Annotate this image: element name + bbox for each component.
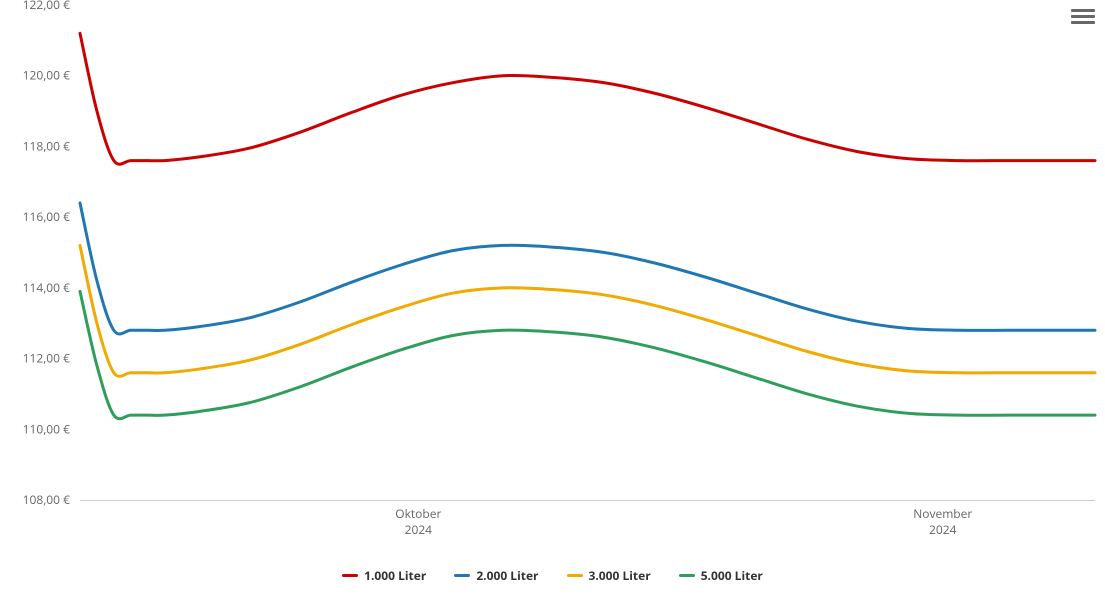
x-axis-tick-label: November [913,505,972,522]
y-axis-tick-label: 118,00 € [23,137,71,154]
x-axis-tick-sublabel: 2024 [405,521,433,538]
legend-swatch [679,574,695,577]
series-line [80,291,1095,418]
x-axis-tick-sublabel: 2024 [929,521,957,538]
legend-item[interactable]: 1.000 Liter [342,567,426,584]
legend-label: 2.000 Liter [476,567,538,584]
legend-swatch [454,574,470,577]
legend-label: 3.000 Liter [589,567,651,584]
legend-swatch [342,574,358,577]
legend-item[interactable]: 5.000 Liter [679,567,763,584]
chart-legend: 1.000 Liter 2.000 Liter 3.000 Liter 5.000 L… [0,564,1105,584]
y-axis-tick-label: 112,00 € [23,350,71,367]
chart-menu-button[interactable] [1071,6,1095,28]
price-line-chart: 108,00 € 110,00 € 112,00 € 114,00 € 116,00 €… [0,0,1105,602]
legend-label: 1.000 Liter [364,567,426,584]
x-axis-tick-label: Oktober [395,505,441,522]
y-axis-tick-label: 108,00 € [23,491,71,508]
y-axis-tick-label: 110,00 € [23,420,71,437]
y-axis-tick-label: 120,00 € [23,67,71,84]
y-axis-tick-label: 122,00 € [23,0,71,13]
legend-swatch [567,574,583,577]
series-line [80,203,1095,334]
legend-item[interactable]: 3.000 Liter [567,567,651,584]
series-line [80,33,1095,164]
legend-item[interactable]: 2.000 Liter [454,567,538,584]
legend-label: 5.000 Liter [701,567,763,584]
y-axis-tick-label: 116,00 € [23,208,71,225]
chart-canvas: 108,00 € 110,00 € 112,00 € 114,00 € 116,00 €… [0,0,1105,602]
series-line [80,245,1095,376]
y-axis-tick-label: 114,00 € [23,279,71,296]
